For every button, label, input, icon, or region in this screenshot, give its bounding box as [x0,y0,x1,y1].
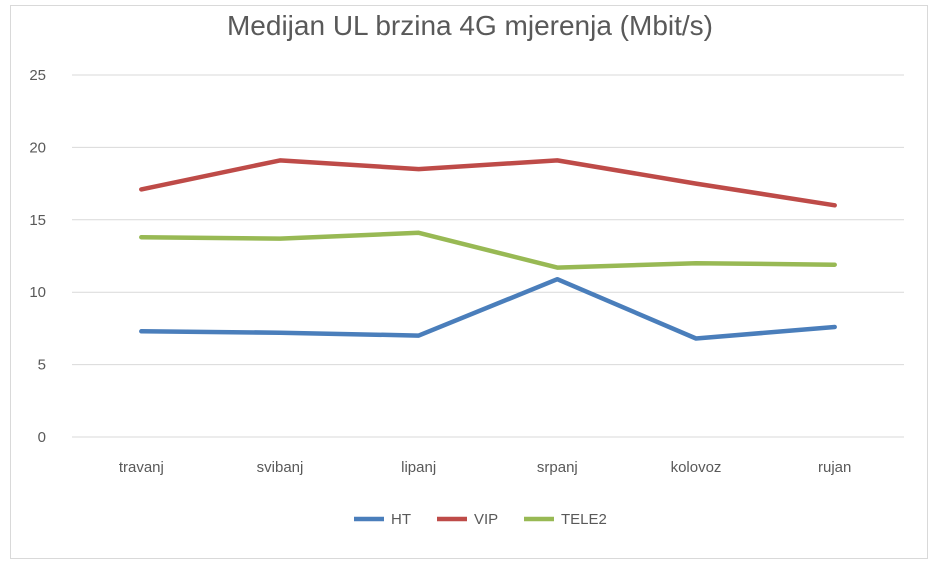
x-tick-label-travanj: travanj [119,459,164,476]
legend-label-ht: HT [391,511,411,528]
x-tick-label-svibanj: svibanj [257,459,304,476]
series-line-ht [139,276,837,341]
chart-title: Medijan UL brzina 4G mjerenja (Mbit/s) [226,10,714,41]
y-tick-label: 15 [29,212,46,229]
y-tick-label: 20 [29,139,46,156]
series-line-vip [139,158,837,208]
chart-frame [10,5,928,559]
y-tick-label: 25 [29,67,46,84]
y-tick-label: 5 [38,357,46,374]
y-tick-label: 10 [29,284,46,301]
legend-label-tele2: TELE2 [561,511,607,528]
y-tick-label: 0 [38,429,46,446]
legend-label-vip: VIP [474,511,498,528]
x-tick-label-kolovoz: kolovoz [671,459,722,476]
x-tick-label-rujan: rujan [818,459,851,476]
x-tick-label-lipanj: lipanj [401,459,436,476]
series-line-tele2 [139,230,837,270]
x-tick-label-srpanj: srpanj [537,459,578,476]
